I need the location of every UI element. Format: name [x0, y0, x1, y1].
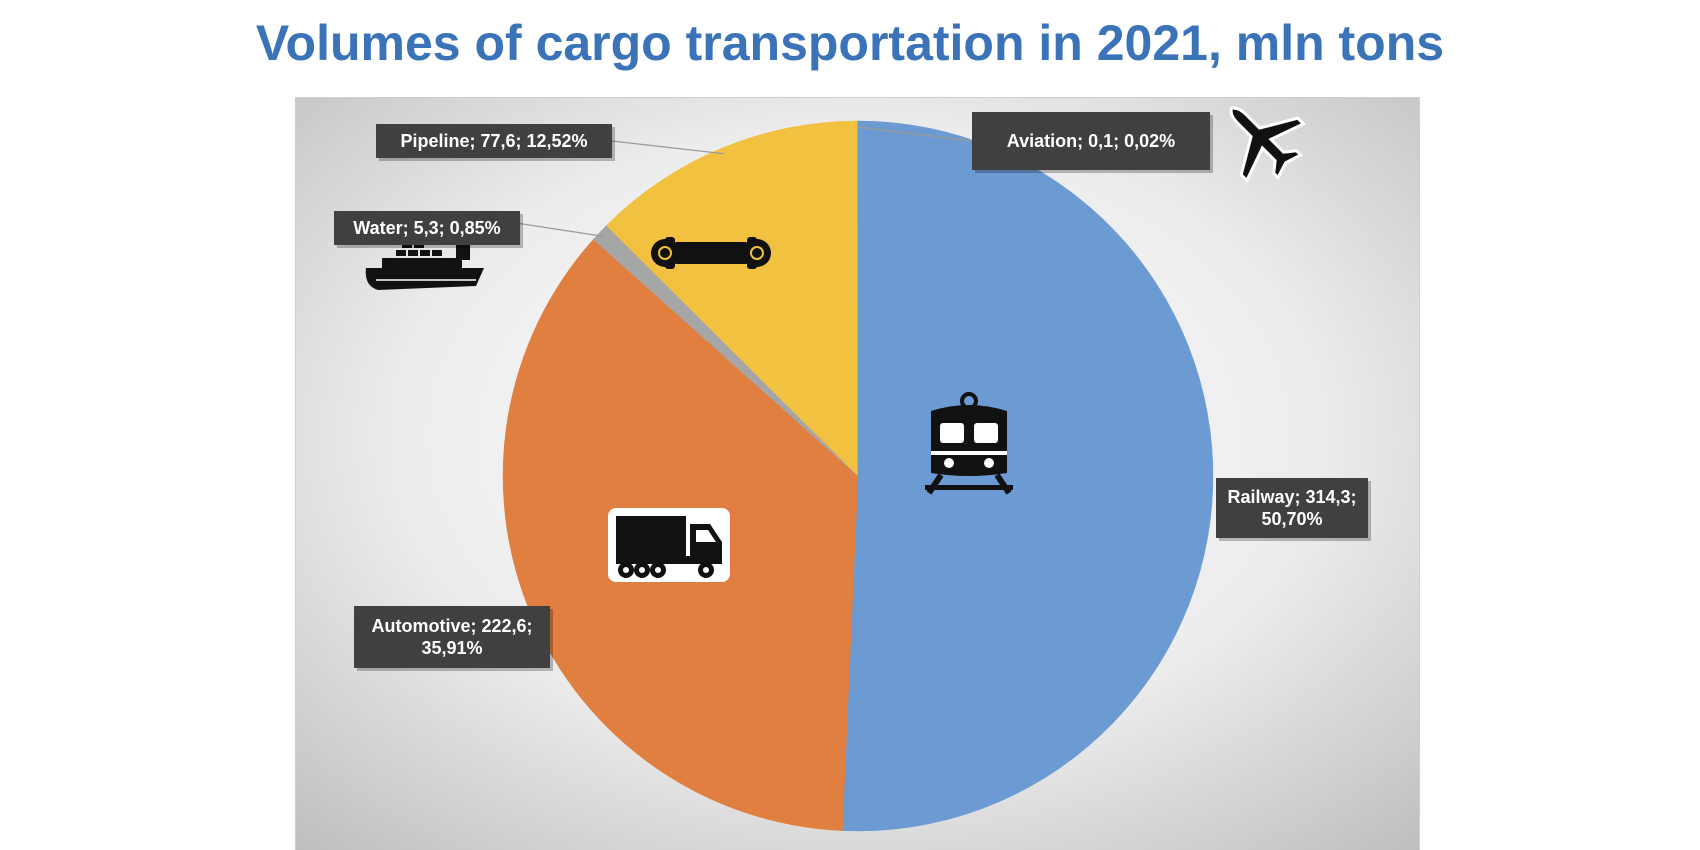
data-label-water: Water; 5,3; 0,85%	[334, 211, 523, 248]
truck-icon	[608, 508, 730, 582]
data-label-text-pipeline: Pipeline; 77,6; 12,52%	[400, 131, 587, 151]
data-label-text-water: Water; 5,3; 0,85%	[353, 218, 500, 238]
data-label-text-automotive: Automotive; 222,6;	[371, 616, 532, 636]
pie-chart: Railway; 314,3;50,70% Automotive; 222,6;3…	[296, 98, 1419, 850]
data-label-aviation: Aviation; 0,1; 0,02%	[972, 112, 1213, 173]
leader-line-aviation	[857, 126, 973, 142]
data-label-pipeline: Pipeline; 77,6; 12,52%	[376, 124, 615, 161]
data-label-automotive: Automotive; 222,6;35,91%	[354, 606, 553, 671]
data-label-text-railway: Railway; 314,3;	[1227, 487, 1356, 507]
airplane-icon	[1229, 106, 1306, 183]
pipeline-icon	[651, 237, 771, 269]
data-label-text-automotive: 35,91%	[421, 638, 482, 658]
leader-line-water	[515, 222, 605, 238]
leader-line-pipeline	[611, 140, 725, 155]
train-icon	[925, 392, 1013, 495]
chart-area: Railway; 314,3; 50,70% Automotive; 222,6; 3…	[295, 97, 1420, 850]
chart-title: Volumes of cargo transportation in 2021,…	[255, 15, 1445, 71]
data-label-text-aviation: Aviation; 0,1; 0,02%	[1007, 131, 1175, 151]
pie-slice-pipeline	[606, 120, 859, 477]
data-label-text-railway: 50,70%	[1261, 509, 1322, 529]
data-label-railway: Railway; 314,3;50,70%	[1216, 478, 1371, 541]
ship-icon	[365, 234, 484, 290]
